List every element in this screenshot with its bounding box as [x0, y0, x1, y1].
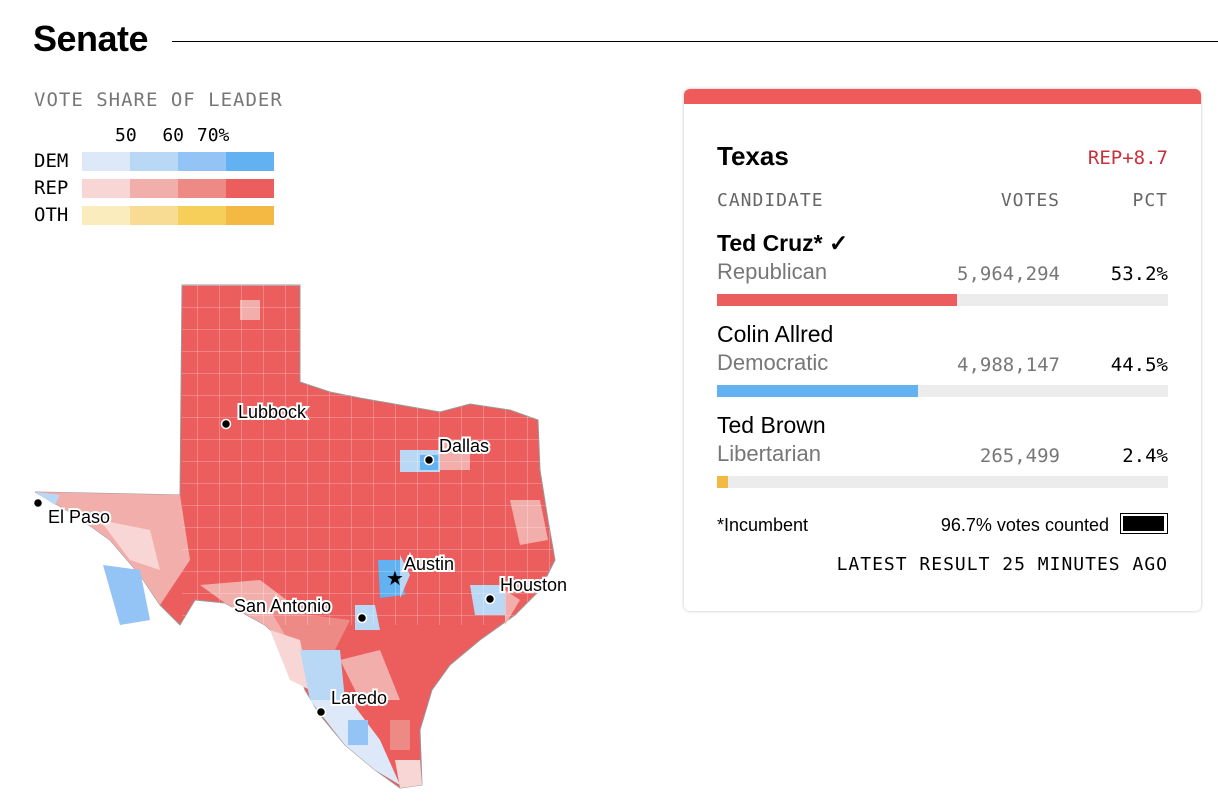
candidate-votes: 265,499 — [979, 445, 1060, 467]
legend-row-rep: REP — [34, 177, 274, 199]
vote-share-bar — [717, 385, 1168, 397]
latest-result-time: LATEST RESULT 25 MINUTES AGO — [836, 554, 1168, 575]
header-votes: VOTES — [1000, 190, 1060, 211]
candidate-row: Ted Brown Libertarian 265,499 2.4% — [717, 412, 1168, 488]
title-rule — [172, 41, 1218, 42]
vote-share-fill — [717, 294, 957, 306]
legend-swatch — [178, 178, 226, 198]
city-dot-icon — [423, 454, 435, 466]
city-dot-icon — [356, 612, 368, 624]
votes-counted-text: 96.7% votes counted — [940, 515, 1109, 535]
winner-check-icon: ✓ — [829, 230, 849, 256]
legend-row-dem: DEM — [34, 150, 274, 172]
margin-badge: REP+8.7 — [1087, 147, 1168, 169]
candidate-name: Ted Cruz* — [717, 230, 823, 256]
candidate-pct: 2.4% — [1122, 445, 1168, 467]
card-accent-bar — [684, 89, 1201, 104]
county-borders — [182, 285, 552, 625]
city-dot-icon — [32, 497, 44, 509]
candidate-pct: 53.2% — [1110, 263, 1168, 285]
candidate-row: Colin Allred Democratic 4,988,147 44.5% — [717, 321, 1168, 397]
legend-swatch — [130, 205, 178, 225]
city-label: San Antonio — [234, 596, 331, 616]
legend-label: DEM — [34, 150, 69, 172]
candidate-row: Ted Cruz* ✓ Republican 5,964,294 53.2% — [717, 230, 1168, 306]
city-label: Austin — [404, 554, 454, 574]
city-label: Houston — [500, 575, 567, 595]
legend-swatch — [226, 151, 274, 171]
legend-label: REP — [34, 177, 69, 199]
city-lubbock: Lubbock — [220, 400, 309, 430]
city-label: Dallas — [439, 436, 489, 456]
city-dot-icon — [220, 418, 232, 430]
capital-star-icon: ★ — [386, 568, 404, 590]
vote-share-fill — [717, 476, 728, 488]
city-houston: Houston — [484, 573, 569, 605]
city-label: Lubbock — [238, 402, 307, 422]
city-el-paso: El Paso — [32, 497, 112, 529]
candidate-party: Democratic — [717, 350, 829, 375]
legend-ticks: 50 60 70% — [115, 125, 230, 146]
votes-counted-fill — [1123, 516, 1164, 531]
legend-swatch — [130, 151, 178, 171]
texas-county-map[interactable]: Lubbock Dallas El Paso ★Austin Houston San An… — [0, 270, 620, 800]
candidate-party: Republican — [717, 259, 828, 284]
candidate-votes: 4,988,147 — [957, 354, 1060, 376]
candidate-name: Ted Brown — [717, 412, 826, 438]
city-laredo: Laredo — [315, 686, 389, 718]
section-title: Senate — [33, 18, 149, 59]
vote-share-fill — [717, 385, 918, 397]
legend-swatch — [178, 205, 226, 225]
city-dallas: Dallas — [423, 434, 491, 466]
candidate-party: Libertarian — [717, 441, 821, 466]
legend-swatch — [82, 178, 130, 198]
legend-title: VOTE SHARE OF LEADER — [34, 89, 283, 111]
legend-row-oth: OTH — [34, 204, 274, 226]
votes-counted-bar — [1120, 513, 1168, 534]
legend-swatch — [82, 151, 130, 171]
state-name: Texas — [717, 141, 789, 171]
candidate-pct: 44.5% — [1110, 354, 1168, 376]
city-san-antonio: San Antonio — [232, 594, 368, 624]
legend-swatch — [226, 205, 274, 225]
legend-swatch — [82, 205, 130, 225]
vote-share-bar — [717, 476, 1168, 488]
city-dot-icon — [315, 706, 327, 718]
city-label: Laredo — [331, 688, 387, 708]
city-dot-icon — [484, 593, 496, 605]
candidate-votes: 5,964,294 — [957, 263, 1060, 285]
header-candidate: CANDIDATE — [717, 190, 824, 211]
legend-swatch — [226, 178, 274, 198]
legend-label: OTH — [34, 204, 69, 226]
city-label: El Paso — [48, 507, 110, 527]
results-card: Texas REP+8.7 CANDIDATE VOTES PCT Ted Cr… — [684, 89, 1201, 611]
header-pct: PCT — [1132, 190, 1168, 211]
incumbent-note: *Incumbent — [717, 515, 809, 535]
legend-swatch — [130, 178, 178, 198]
legend-swatch — [178, 151, 226, 171]
city-austin: ★Austin — [386, 552, 456, 590]
candidate-name: Colin Allred — [717, 321, 834, 347]
vote-share-bar — [717, 294, 1168, 306]
